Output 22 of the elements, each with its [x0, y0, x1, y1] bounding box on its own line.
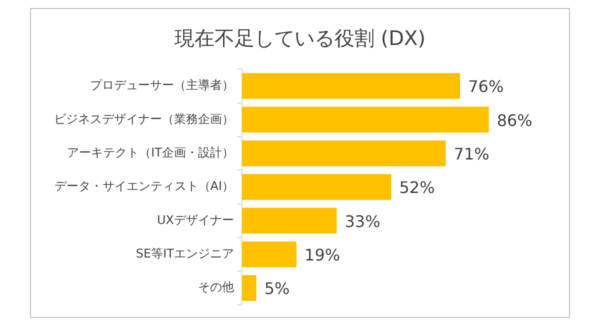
y-tick-label: UXデザイナー [156, 212, 234, 227]
data-label: 86% [496, 110, 532, 130]
data-label: 33% [344, 212, 380, 231]
y-tick-label: データ・サイエンティスト（AI） [54, 179, 234, 194]
y-tick-label: ビジネスデザイナー（業務企画） [54, 112, 234, 126]
y-tick-label: プロデューサー（主導者） [90, 78, 234, 92]
bar [242, 106, 489, 133]
data-label: 76% [468, 77, 504, 96]
data-label: 52% [399, 178, 435, 198]
data-label: 71% [454, 144, 490, 164]
bar [242, 174, 392, 200]
bar [242, 140, 446, 166]
bar [242, 241, 297, 268]
data-label: 5% [264, 279, 290, 298]
bar [242, 73, 460, 99]
y-tick-label: アーキテクト（IT企画・設計） [67, 145, 234, 160]
bar [242, 275, 256, 301]
y-tick-label: SE等ITエンジニア [136, 246, 234, 260]
chart-title: 現在不足している役割 (DX) [173, 25, 427, 52]
bar [242, 208, 337, 234]
data-label: 19% [304, 245, 340, 264]
y-tick-label: その他 [198, 280, 234, 294]
